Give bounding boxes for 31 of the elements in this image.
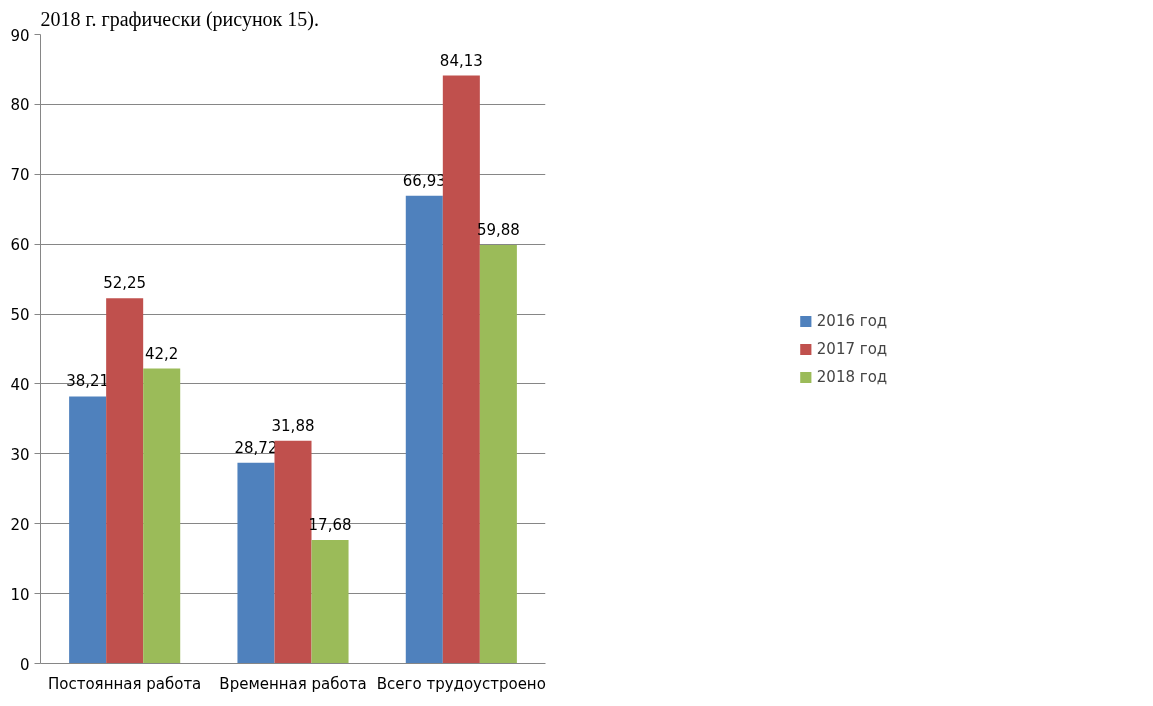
legend-label: 2016 год <box>816 311 888 330</box>
y-tick-label: 70 <box>10 166 30 185</box>
data-label: 84,13 <box>439 51 483 70</box>
y-tick-label: 60 <box>10 236 30 255</box>
text: 2018 г. графически (рисунок 15). <box>40 7 319 31</box>
bar <box>274 440 312 664</box>
y-tick-label: 50 <box>10 306 30 325</box>
bar <box>479 245 517 664</box>
bar <box>442 75 480 664</box>
y-tick-label: 40 <box>10 375 30 394</box>
bar <box>237 462 275 664</box>
x-tick-label: Временная работа <box>219 674 367 693</box>
legend-label: 2018 год <box>816 367 888 386</box>
legend-label: 2017 год <box>816 339 888 358</box>
data-label: 42,2 <box>145 344 179 363</box>
bar <box>405 195 443 664</box>
y-tick-label: 30 <box>10 445 30 464</box>
y-tick-label: 0 <box>19 655 30 674</box>
data-label: 52,25 <box>103 274 147 293</box>
bar <box>311 539 349 664</box>
data-label: 28,72 <box>234 438 278 457</box>
x-tick-label: Постоянная работа <box>48 674 202 693</box>
x-tick-label: Всего трудоустроено <box>376 674 546 693</box>
y-tick-label: 20 <box>10 515 30 534</box>
bar <box>106 298 144 664</box>
bar <box>69 396 107 664</box>
data-label: 31,88 <box>271 416 315 435</box>
bar <box>143 368 181 664</box>
y-tick-label: 10 <box>10 585 30 604</box>
y-tick-label: 90 <box>10 26 30 45</box>
y-tick-label: 80 <box>10 96 30 115</box>
